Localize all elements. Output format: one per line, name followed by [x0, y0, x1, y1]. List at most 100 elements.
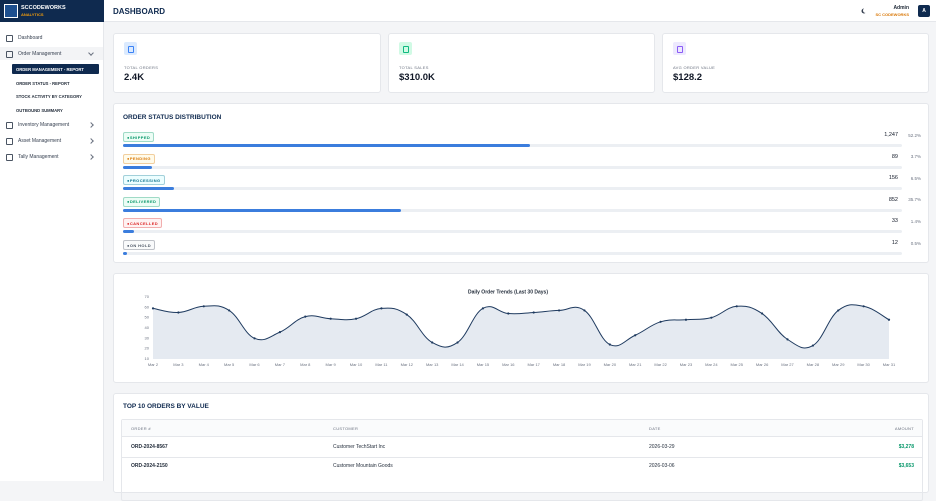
sub-nav-item[interactable]: OUTBOUND SUMMARY: [12, 105, 99, 115]
table-cell: ORD-2024-8567: [131, 444, 168, 450]
point: [710, 316, 713, 319]
table-panel: TOP 10 ORDERS BY VALUE ORDER # CUSTOMER DA…: [113, 393, 929, 501]
sub-nav-item[interactable]: STOCK ACTIVITY BY CATEGORY: [12, 91, 99, 101]
x-tick-label: Mar 30: [857, 362, 870, 367]
table-header-bg: [122, 420, 922, 437]
sub-nav-item[interactable]: ORDER STATUS - REPORT: [12, 78, 99, 88]
progress-track: [123, 252, 902, 255]
chart-title: Daily Order Trends (Last 30 Days): [468, 289, 548, 295]
nav-icon: [6, 50, 13, 58]
status-percent: 6.5%: [910, 175, 921, 181]
avatar[interactable]: A: [918, 5, 930, 17]
table-cell: Customer Mountain Goods: [333, 463, 393, 469]
card-value: 2.4K: [124, 72, 145, 83]
nav-item[interactable]: Inventory Management: [0, 118, 103, 131]
panel-title: TOP 10 ORDERS BY VALUE: [123, 403, 209, 410]
point: [735, 305, 738, 308]
status-percent: 3.7%: [910, 154, 921, 160]
chevron: [88, 138, 94, 144]
point: [557, 309, 561, 312]
column-header: CUSTOMER: [333, 426, 359, 431]
card-value: $310.0K: [399, 72, 435, 83]
point: [456, 341, 459, 344]
nav-label: Tally Management: [18, 153, 59, 160]
progress-track: [123, 187, 902, 191]
x-tick-label: Mar 6: [249, 362, 260, 367]
icon-glyph: [677, 45, 683, 53]
nav-item[interactable]: Dashboard: [0, 31, 103, 44]
user-org: SC CODEWORKS: [875, 12, 909, 17]
brand-tagline: ANALYTICS: [21, 12, 44, 17]
card-label: TOTAL SALES: [399, 65, 429, 70]
x-tick-label: Mar 25: [730, 362, 743, 367]
x-tick-label: Mar 7: [275, 362, 286, 367]
x-tick-label: Mar 9: [326, 362, 337, 367]
card-icon: [673, 42, 686, 55]
status-panel: ORDER STATUS DISTRIBUTION SHIPPED 1,247 52…: [113, 103, 929, 263]
status-count: 89: [891, 153, 898, 160]
x-tick-label: Mar 14: [451, 362, 464, 367]
y-tick-label: 20: [145, 346, 150, 351]
brand-name: SCCODEWORKS: [21, 5, 66, 11]
point: [228, 309, 231, 312]
status-count: 1,247: [884, 132, 898, 138]
line: [152, 304, 890, 349]
point: [329, 317, 332, 320]
nav-item[interactable]: Order Management: [0, 47, 103, 60]
status-count: 33: [891, 218, 898, 225]
point: [583, 309, 586, 312]
nav-icon: [6, 137, 13, 145]
y-tick-label: 70: [145, 294, 150, 299]
status-chip: CANCELLED: [123, 218, 163, 229]
sub-nav-label: ORDER STATUS - REPORT: [16, 80, 70, 86]
card-label: TOTAL ORDERS: [124, 65, 159, 70]
nav-label: Dashboard: [18, 34, 43, 41]
y-tick-label: 60: [145, 304, 150, 309]
progress-bar: [123, 230, 134, 234]
x-tick-label: Mar 31: [883, 362, 896, 367]
point: [177, 311, 180, 314]
nav-icon: [6, 153, 13, 161]
x-tick-label: Mar 19: [578, 362, 591, 367]
progress-bar: [123, 252, 127, 255]
x-tick-label: Mar 26: [756, 362, 769, 367]
theme-toggle[interactable]: [863, 8, 868, 13]
status-percent: 0.5%: [910, 240, 921, 246]
status-percent: 1.4%: [910, 218, 921, 224]
x-tick-label: Mar 12: [401, 362, 414, 367]
logo: [4, 4, 18, 18]
x-tick-label: Mar 3: [173, 362, 184, 367]
status-chip: DELIVERED: [123, 196, 161, 207]
sub-nav-label: OUTBOUND SUMMARY: [16, 107, 63, 113]
x-tick-label: Mar 22: [654, 362, 667, 367]
page: SCCODEWORKS ANALYTICS Dashboard Order Man…: [0, 0, 936, 481]
nav-item[interactable]: Asset Management: [0, 134, 103, 147]
x-tick-label: Mar 8: [300, 362, 311, 367]
x-tick-label: Mar 17: [527, 362, 540, 367]
stat-card: AVG ORDER VALUE $128.2: [662, 33, 929, 93]
status-count: 12: [891, 240, 898, 246]
area: [153, 304, 889, 359]
sub-nav-item[interactable]: ORDER MANAGEMENT - REPORT: [12, 64, 99, 74]
nav-label: Inventory Management: [18, 121, 70, 128]
chart-panel: Daily Order Trends (Last 30 Days) 10 20 30…: [113, 273, 929, 383]
nav-icon: [6, 34, 13, 42]
table: ORDER # CUSTOMER DATE AMOUNT ORD-2024-8567 Cu…: [121, 419, 923, 501]
y-tick-label: 10: [145, 356, 150, 361]
stat-card: TOTAL SALES $310.0K: [388, 33, 655, 93]
chevron: [88, 154, 94, 160]
point: [634, 334, 637, 337]
nav-label: Order Management: [18, 50, 62, 57]
sidebar: SCCODEWORKS ANALYTICS Dashboard Order Man…: [0, 0, 104, 481]
status-chip: PROCESSING: [123, 175, 165, 186]
point: [659, 320, 662, 323]
icon-glyph: [128, 45, 134, 53]
point: [786, 338, 789, 341]
point: [862, 305, 865, 308]
point: [151, 307, 155, 310]
column-header: ORDER #: [131, 426, 151, 431]
nav-item[interactable]: Tally Management: [0, 150, 103, 163]
icon-glyph: [403, 45, 409, 53]
point: [507, 312, 510, 315]
point: [532, 311, 535, 314]
